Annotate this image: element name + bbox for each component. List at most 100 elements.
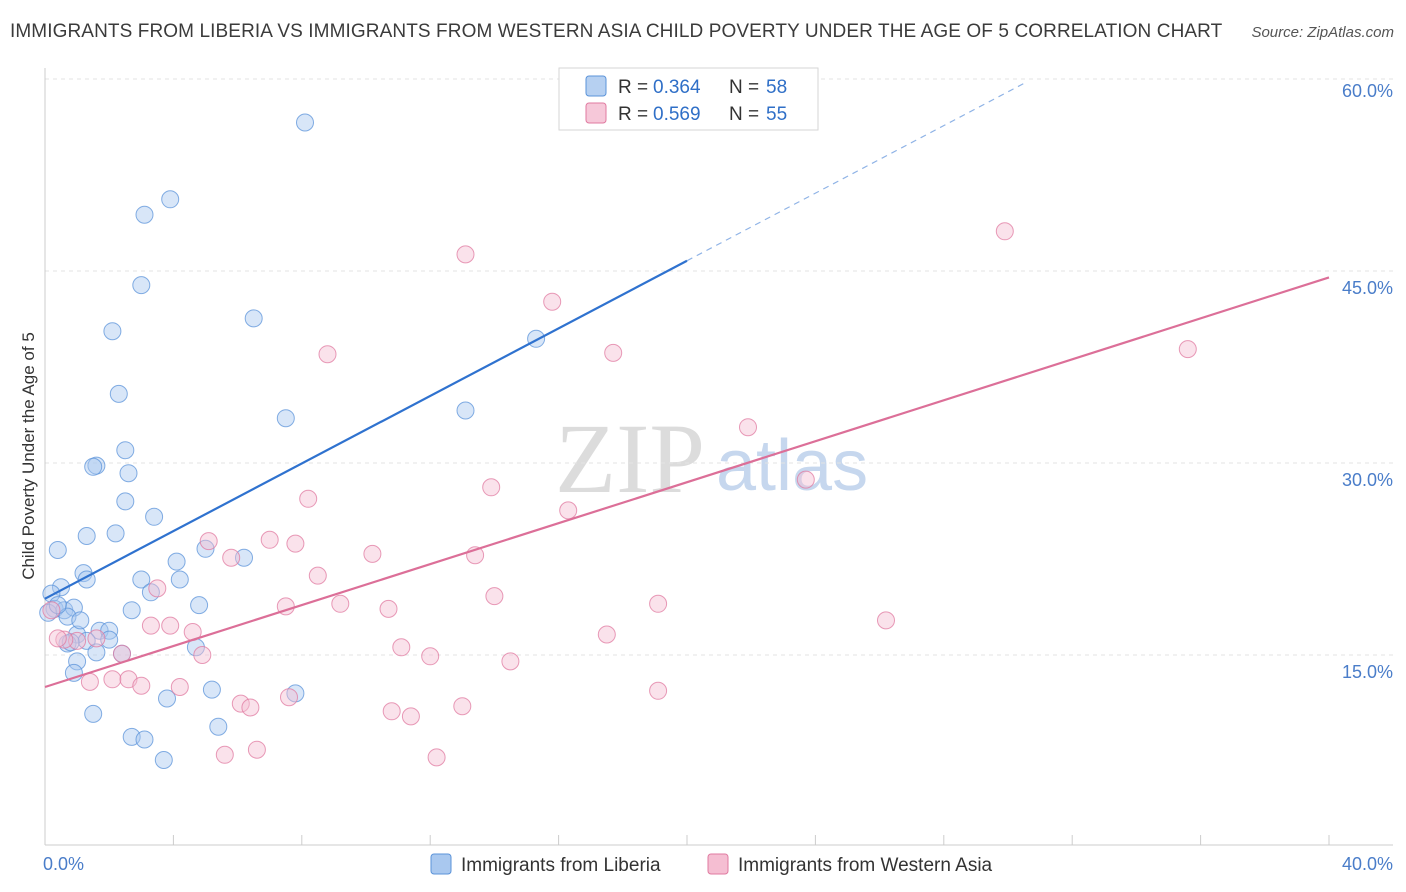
legend-n-label-liberia: N = bbox=[729, 77, 759, 98]
point-liberia bbox=[87, 643, 106, 662]
point-western-asia bbox=[453, 697, 472, 716]
point-liberia bbox=[48, 541, 67, 559]
point-western-asia bbox=[231, 694, 250, 713]
point-western-asia bbox=[559, 501, 578, 520]
point-liberia bbox=[527, 329, 546, 348]
point-liberia bbox=[106, 524, 125, 543]
x-tick-label: 0.0% bbox=[43, 854, 84, 874]
point-western-asia bbox=[299, 489, 318, 508]
top-legend: R = 0.364 N = 58 R = 0.569 N = 55 bbox=[558, 67, 819, 131]
legend-r-label-liberia: R = bbox=[618, 77, 648, 98]
point-liberia bbox=[276, 409, 295, 428]
point-western-asia bbox=[382, 702, 401, 721]
point-western-asia bbox=[485, 587, 504, 606]
series-liberia-points bbox=[39, 113, 546, 769]
point-liberia bbox=[103, 322, 122, 341]
point-liberia bbox=[296, 113, 314, 132]
point-liberia bbox=[122, 601, 141, 620]
point-liberia bbox=[77, 527, 96, 545]
x-tick-label: 40.0% bbox=[1342, 854, 1393, 874]
point-western-asia bbox=[247, 740, 266, 759]
point-western-asia bbox=[427, 748, 446, 767]
trend-line-western-asia bbox=[44, 276, 1330, 689]
legend-swatch-western-asia bbox=[585, 102, 607, 124]
point-western-asia bbox=[995, 222, 1014, 241]
point-western-asia bbox=[796, 470, 815, 489]
point-liberia bbox=[145, 507, 164, 526]
trend-lines bbox=[44, 82, 1330, 689]
x-tick-labels: 0.0% 40.0% bbox=[43, 854, 1393, 874]
point-liberia bbox=[209, 717, 228, 736]
point-western-asia bbox=[331, 594, 350, 613]
source-credit: Source: ZipAtlas.com bbox=[1251, 24, 1394, 41]
y-tick-label: 30.0% bbox=[1342, 470, 1393, 490]
point-western-asia bbox=[55, 630, 74, 649]
point-liberia bbox=[135, 205, 154, 224]
point-liberia bbox=[84, 704, 103, 723]
point-western-asia bbox=[379, 599, 398, 618]
point-liberia bbox=[119, 464, 138, 483]
point-liberia bbox=[116, 441, 135, 460]
point-western-asia bbox=[241, 698, 260, 717]
point-western-asia bbox=[543, 292, 562, 311]
bottom-legend-label-liberia: Immigrants from Liberia bbox=[461, 855, 661, 876]
point-liberia bbox=[68, 652, 87, 671]
point-western-asia bbox=[739, 418, 757, 437]
point-liberia bbox=[132, 276, 151, 295]
point-liberia bbox=[84, 457, 103, 476]
legend-n-value-western-asia: 55 bbox=[766, 104, 787, 125]
point-western-asia bbox=[260, 530, 279, 549]
watermark: ZIP atlas bbox=[555, 403, 868, 514]
point-liberia bbox=[132, 570, 151, 589]
legend-r-label-western-asia: R = bbox=[618, 104, 648, 125]
point-western-asia bbox=[401, 707, 420, 726]
point-liberia bbox=[170, 570, 189, 589]
point-liberia bbox=[202, 680, 221, 699]
point-western-asia bbox=[68, 631, 87, 650]
point-western-asia bbox=[501, 652, 520, 671]
point-liberia bbox=[190, 596, 209, 615]
point-western-asia bbox=[308, 566, 327, 585]
legend-n-value-liberia: 58 bbox=[766, 77, 787, 98]
y-tick-label: 15.0% bbox=[1342, 662, 1393, 682]
point-western-asia bbox=[199, 532, 218, 551]
point-western-asia bbox=[161, 616, 180, 635]
point-western-asia bbox=[649, 681, 668, 700]
trend-line-liberia bbox=[44, 259, 688, 600]
bottom-legend-swatch-liberia bbox=[430, 853, 452, 875]
bottom-legend: Immigrants from Liberia Immigrants from … bbox=[430, 853, 993, 876]
point-western-asia bbox=[604, 343, 623, 362]
point-liberia bbox=[161, 190, 180, 209]
point-liberia bbox=[167, 552, 186, 571]
point-western-asia bbox=[87, 629, 106, 648]
point-western-asia bbox=[280, 688, 298, 707]
gridlines bbox=[45, 78, 1393, 656]
y-tick-labels: 15.0% 30.0% 45.0% 60.0% bbox=[1342, 81, 1393, 682]
point-western-asia bbox=[456, 245, 475, 264]
point-western-asia bbox=[42, 601, 61, 620]
point-western-asia bbox=[421, 647, 440, 666]
point-western-asia bbox=[877, 611, 895, 630]
point-liberia bbox=[109, 384, 128, 403]
point-western-asia bbox=[215, 745, 234, 764]
point-western-asia bbox=[318, 345, 337, 364]
point-liberia bbox=[39, 603, 58, 622]
point-liberia bbox=[100, 630, 119, 649]
point-western-asia bbox=[649, 594, 668, 613]
legend-swatch-liberia bbox=[585, 75, 607, 97]
point-western-asia bbox=[193, 646, 212, 664]
point-western-asia bbox=[286, 534, 305, 553]
chart-title: IMMIGRANTS FROM LIBERIA VS IMMIGRANTS FR… bbox=[10, 21, 1223, 42]
legend-r-value-western-asia: 0.569 bbox=[653, 104, 701, 125]
point-liberia bbox=[158, 689, 176, 708]
point-western-asia bbox=[148, 579, 167, 598]
point-western-asia bbox=[363, 544, 382, 563]
y-tick-label: 45.0% bbox=[1342, 278, 1393, 298]
bottom-legend-label-western-asia: Immigrants from Western Asia bbox=[738, 855, 993, 876]
x-minor-ticks bbox=[44, 835, 1330, 845]
point-western-asia bbox=[141, 616, 160, 635]
point-liberia bbox=[71, 611, 90, 630]
point-western-asia bbox=[222, 548, 241, 567]
point-western-asia bbox=[1178, 340, 1197, 359]
